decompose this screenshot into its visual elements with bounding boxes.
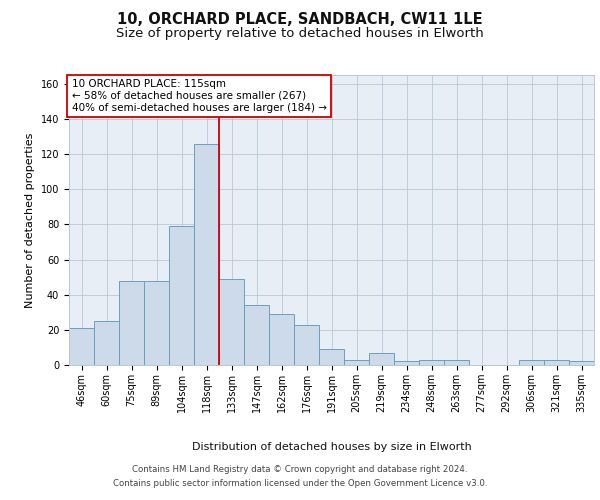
Bar [69,328,94,365]
Bar [294,324,319,365]
Bar [444,360,469,365]
Bar [169,226,194,365]
Bar [269,314,294,365]
Bar [94,321,119,365]
Text: Distribution of detached houses by size in Elworth: Distribution of detached houses by size … [191,442,472,452]
Bar [344,360,369,365]
Bar [219,279,244,365]
Bar [569,362,594,365]
Text: Contains HM Land Registry data © Crown copyright and database right 2024.
Contai: Contains HM Land Registry data © Crown c… [113,466,487,487]
Y-axis label: Number of detached properties: Number of detached properties [25,132,35,308]
Text: Size of property relative to detached houses in Elworth: Size of property relative to detached ho… [116,28,484,40]
Bar [369,352,394,365]
Text: 10 ORCHARD PLACE: 115sqm
← 58% of detached houses are smaller (267)
40% of semi-: 10 ORCHARD PLACE: 115sqm ← 58% of detach… [71,80,326,112]
Bar [194,144,219,365]
Bar [244,305,269,365]
Bar [544,360,569,365]
Bar [394,362,419,365]
Bar [144,280,169,365]
Bar [519,360,544,365]
Bar [119,280,144,365]
Bar [419,360,444,365]
Bar [319,349,344,365]
Text: 10, ORCHARD PLACE, SANDBACH, CW11 1LE: 10, ORCHARD PLACE, SANDBACH, CW11 1LE [117,12,483,28]
